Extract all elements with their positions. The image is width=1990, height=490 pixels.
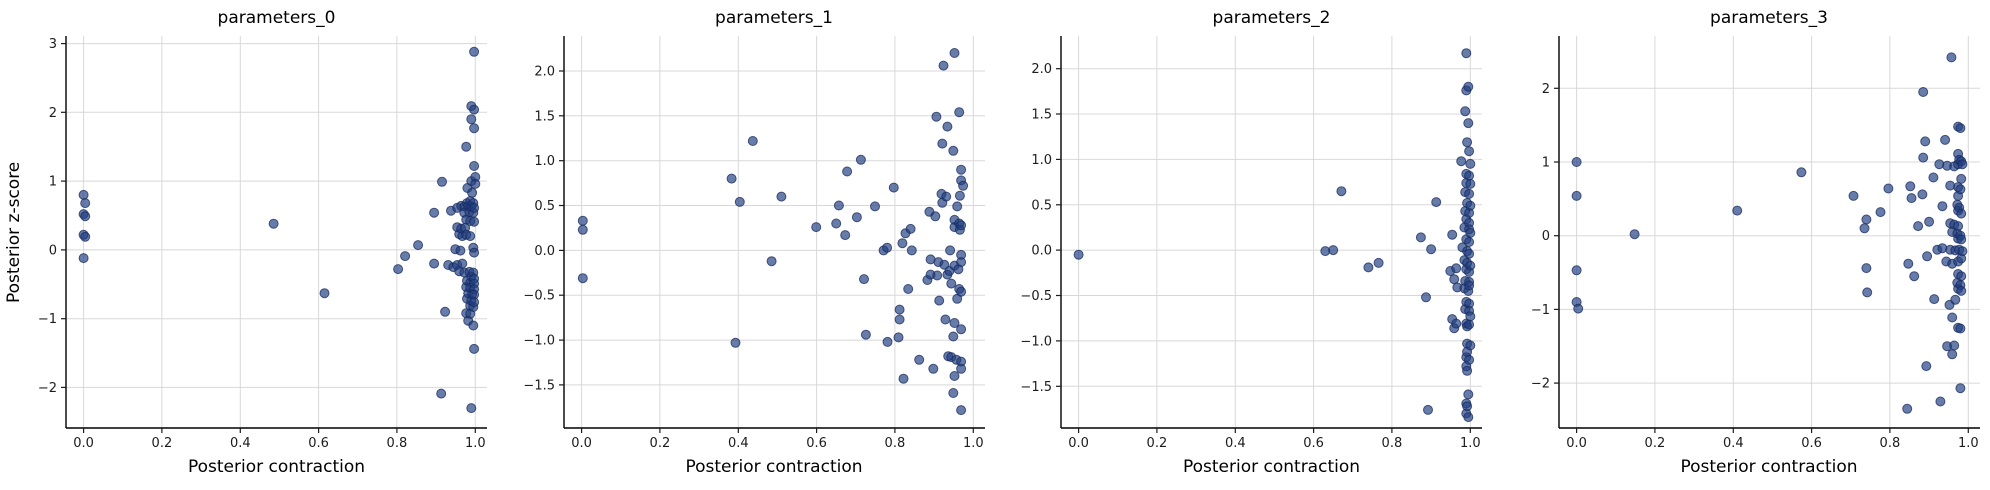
x-axis-label: Posterior contraction [1680, 457, 1858, 477]
svg-text:0.4: 0.4 [1722, 436, 1743, 451]
svg-text:1.0: 1.0 [534, 154, 555, 169]
svg-text:2.0: 2.0 [1031, 62, 1052, 77]
svg-text:0: 0 [1541, 229, 1549, 244]
svg-text:0.6: 0.6 [1303, 436, 1324, 451]
svg-text:0.8: 0.8 [884, 436, 905, 451]
panel-title: parameters_3 [1710, 8, 1828, 28]
scatter-panel-parameters-3: 0.0 0.2 0.4 0.6 0.8 1.0 −2 −1 0 1 2 parameters_3 P… [1493, 0, 1990, 490]
svg-text:1: 1 [49, 175, 57, 190]
svg-text:−1.0: −1.0 [1020, 334, 1052, 349]
svg-text:−2: −2 [38, 381, 57, 396]
svg-text:2: 2 [49, 106, 57, 121]
scatter-panel-parameters-0: Posterior z-score 0.0 0.2 0.4 0.6 0.8 1.0 −2 −1… [0, 0, 498, 490]
panel-title: parameters_1 [715, 8, 833, 28]
svg-text:1.0: 1.0 [962, 436, 983, 451]
svg-text:0.5: 0.5 [1031, 198, 1052, 213]
svg-text:0.2: 0.2 [1147, 436, 1168, 451]
svg-text:1.0: 1.0 [465, 436, 486, 451]
svg-text:−0.5: −0.5 [523, 289, 555, 304]
svg-text:0.0: 0.0 [73, 436, 94, 451]
svg-text:0.4: 0.4 [230, 436, 251, 451]
scatter-plot-parameters-0: 0.0 0.2 0.4 0.6 0.8 1.0 −2 −1 0 1 2 3 [38, 36, 487, 451]
svg-text:0.0: 0.0 [1566, 436, 1587, 451]
svg-text:0.4: 0.4 [727, 436, 748, 451]
svg-text:0.0: 0.0 [571, 436, 592, 451]
panel-title: parameters_0 [217, 8, 336, 28]
svg-text:0.5: 0.5 [534, 199, 555, 214]
svg-text:1.5: 1.5 [1031, 108, 1052, 123]
x-axis-label: Posterior contraction [187, 457, 366, 477]
svg-text:0.8: 0.8 [387, 436, 408, 451]
svg-text:0.2: 0.2 [649, 436, 670, 451]
svg-text:2.0: 2.0 [534, 65, 555, 80]
svg-text:−1.0: −1.0 [523, 334, 555, 349]
x-axis-label: Posterior contraction [1182, 457, 1361, 477]
scatter-plot-parameters-1: 0.0 0.2 0.4 0.6 0.8 1.0 −1.5 −1.0 −0.5 0.0 0.5 1.0 1… [523, 36, 985, 451]
scatter-plot-parameters-3: 0.0 0.2 0.4 0.6 0.8 1.0 −2 −1 0 1 2 [1530, 36, 1980, 451]
svg-text:0.8: 0.8 [1382, 436, 1403, 451]
svg-text:0.4: 0.4 [1225, 436, 1246, 451]
svg-text:0.2: 0.2 [1644, 436, 1665, 451]
svg-text:−0.5: −0.5 [1020, 289, 1052, 304]
svg-text:−1.5: −1.5 [523, 378, 555, 393]
svg-text:0: 0 [49, 243, 57, 258]
scatter-panel-parameters-2: 0.0 0.2 0.4 0.6 0.8 1.0 −1.5 −1.0 −0.5 0.0 0.5 1.0 1… [995, 0, 1493, 490]
svg-text:1.5: 1.5 [534, 109, 555, 124]
svg-text:−1.5: −1.5 [1020, 380, 1052, 395]
svg-text:0.8: 0.8 [1879, 436, 1900, 451]
svg-text:1.0: 1.0 [1957, 436, 1978, 451]
x-axis-label: Posterior contraction [685, 457, 863, 477]
scatter-panel-parameters-1: 0.0 0.2 0.4 0.6 0.8 1.0 −1.5 −1.0 −0.5 0.0 0.5 1.0 1… [498, 0, 996, 490]
svg-text:0.2: 0.2 [152, 436, 173, 451]
svg-text:1: 1 [1541, 156, 1549, 171]
svg-text:0.0: 0.0 [1068, 436, 1089, 451]
svg-text:−1: −1 [1530, 303, 1549, 318]
svg-text:0.0: 0.0 [534, 244, 555, 259]
svg-text:1.0: 1.0 [1460, 436, 1481, 451]
svg-text:1.0: 1.0 [1031, 153, 1052, 168]
svg-text:2: 2 [1541, 82, 1549, 97]
svg-text:0.0: 0.0 [1031, 244, 1052, 259]
svg-text:0.6: 0.6 [806, 436, 827, 451]
panel-title: parameters_2 [1212, 8, 1331, 28]
svg-text:0.6: 0.6 [308, 436, 329, 451]
svg-text:3: 3 [49, 37, 57, 52]
scatter-plot-parameters-2: 0.0 0.2 0.4 0.6 0.8 1.0 −1.5 −1.0 −0.5 0.0 0.5 1.0 1… [1020, 36, 1482, 451]
svg-text:−2: −2 [1530, 377, 1549, 392]
svg-text:0.6: 0.6 [1801, 436, 1822, 451]
svg-text:−1: −1 [38, 312, 57, 327]
